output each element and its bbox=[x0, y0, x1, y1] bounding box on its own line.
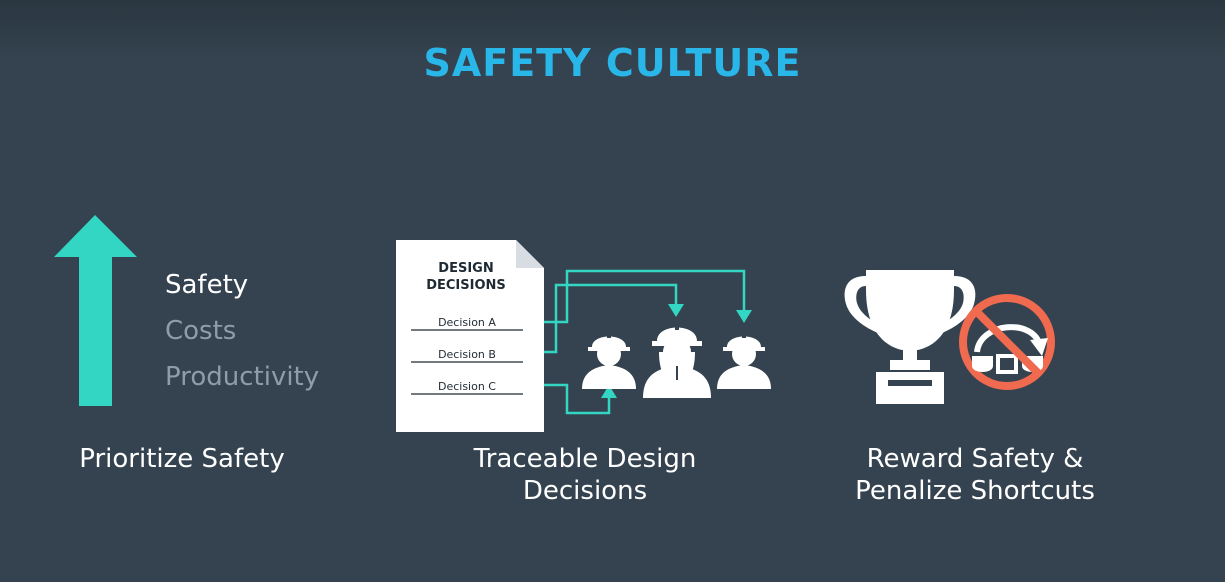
caption-line: Decisions bbox=[522, 476, 648, 506]
caption-reward-penalize: Reward Safety & Penalize Shortcuts bbox=[830, 443, 1120, 507]
caption-traceable-decisions: Traceable Design Decisions bbox=[440, 443, 730, 507]
hard-hat-worker-icon bbox=[582, 330, 636, 389]
document-heading-line2: DECISIONS bbox=[426, 278, 506, 293]
caption-line: Traceable Design bbox=[473, 444, 697, 474]
priority-productivity: Productivity bbox=[165, 362, 320, 392]
decision-item: Decision B bbox=[438, 348, 496, 361]
priority-costs: Costs bbox=[165, 316, 237, 346]
no-shortcut-icon bbox=[959, 294, 1055, 390]
caption-line: Prioritize Safety bbox=[79, 444, 285, 474]
trophy-icon bbox=[844, 270, 976, 404]
decision-connectors bbox=[544, 269, 746, 415]
caption-line: Penalize Shortcuts bbox=[855, 476, 1095, 506]
connector-arrowheads bbox=[601, 304, 752, 398]
document-icon: DESIGN DECISIONS Decision A Decision B D… bbox=[396, 240, 544, 432]
hard-hat-worker-icon bbox=[717, 330, 771, 389]
priority-safety: Safety bbox=[165, 270, 249, 300]
decision-item: Decision A bbox=[438, 316, 496, 329]
document-heading-line1: DESIGN bbox=[438, 261, 493, 276]
page-title: SAFETY CULTURE bbox=[423, 41, 802, 85]
hard-hat-worker-icon bbox=[643, 320, 711, 398]
caption-line: Reward Safety & bbox=[866, 444, 1084, 474]
arrow-up-icon bbox=[54, 215, 137, 406]
decision-item: Decision C bbox=[438, 380, 496, 393]
caption-prioritize-safety: Prioritize Safety bbox=[52, 443, 312, 475]
